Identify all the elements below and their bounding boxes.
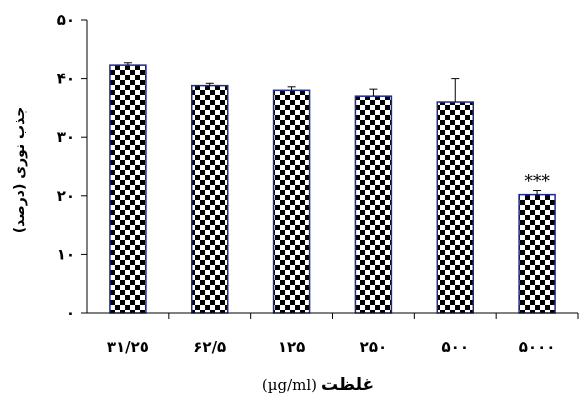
y-tick-label-1: ١٠ [57,245,75,263]
x-tick-label-5: ۵٠٠٠ [519,338,556,356]
x-axis-label: (µg/ml) غلظت [262,375,374,395]
x-axis-word: غلظت [321,375,374,395]
y-tick-label-2: ٢٠ [57,187,75,205]
y-tick-label-4: ۴٠ [57,70,75,88]
bar-3 [354,95,393,314]
bar-2 [272,89,311,314]
y-axis-label: جذب نوری (درصد) [12,107,28,234]
y-tick-label-3: ٣٠ [57,128,75,146]
bars-layer [109,64,556,314]
significance-annotation-0: *** [524,172,550,192]
axes-layer [81,19,579,319]
y-tick-label-0: ٠ [66,304,75,322]
labels-layer: ٣١/٢٥ ۶٢/۵ ١٢۵ ٢۵٠ ۵٠٠ ۵٠٠٠ *** ٠ ١٠ ٢٠ ٣٠ ۴٠ ۵٠ [57,11,556,356]
x-tick-label-1: ۶٢/۵ [193,338,226,356]
bar-0 [109,64,147,314]
x-tick-label-0: ٣١/٢٥ [107,338,149,356]
x-axis-unit: (µg/ml) [262,376,317,394]
x-tick-label-4: ۵٠٠ [442,338,469,356]
error-bars-layer [123,62,542,195]
bar-5 [518,193,556,314]
x-tick-label-2: ١٢۵ [278,338,305,356]
y-tick-label-5: ۵٠ [57,11,75,29]
bar-1 [191,84,229,314]
x-tick-label-3: ٢۵٠ [360,338,387,356]
bar-4 [436,101,474,314]
